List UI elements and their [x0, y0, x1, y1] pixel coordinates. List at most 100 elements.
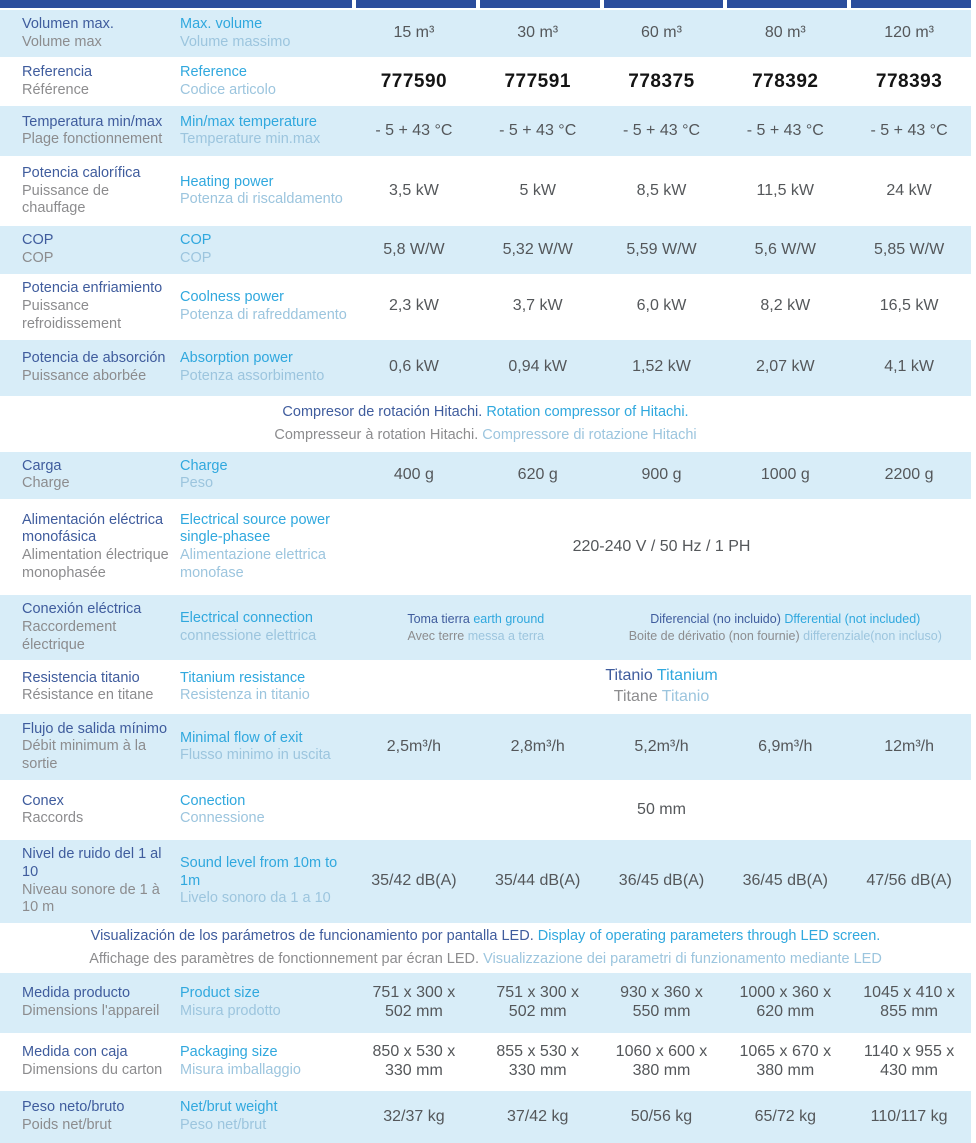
label-english: Heating power: [180, 173, 274, 190]
value-cell: 2,5m³/h: [386, 737, 442, 755]
value-cell: 1065 x 670 x 380 mm: [739, 1043, 832, 1079]
label-en-it: Max. volume Volume massimo: [175, 10, 352, 57]
label-en-it: Electrical source power single-phasee Al…: [175, 499, 352, 595]
label-italian: Codice articolo: [180, 81, 276, 98]
label-es-fr: Volumen max. Volume max: [0, 10, 175, 57]
value-cell: 751 x 300 x 502 mm: [372, 984, 456, 1020]
row-cop: COP COP COP COP 5,8 W/W 5,32 W/W 5,59 W/…: [0, 226, 971, 274]
label-english: Sound level from 10m to 1m: [180, 855, 338, 889]
label-en-it: Absorption power Potenza assorbimento: [175, 340, 352, 396]
value-cell: 5 kW: [519, 181, 556, 199]
note-spanish: Compresor de rotación Hitachi.: [282, 404, 483, 421]
note-line-2: Affichage des paramètres de fonctionneme…: [89, 948, 882, 970]
label-english: Conection: [180, 792, 246, 809]
reference-number: 778392: [752, 70, 819, 92]
note-italian: messa a terra: [467, 628, 545, 643]
value-cell: 35/42 dB(A): [371, 872, 457, 890]
note-french: Avec terre: [407, 628, 465, 643]
label-italian: Peso net/brut: [180, 1116, 267, 1133]
label-french: Raccordement électrique: [22, 618, 117, 653]
note-french: Affichage des paramètres de fonctionneme…: [89, 950, 480, 967]
value-cell: 32/37 kg: [383, 1107, 445, 1125]
note-french: Compresseur à rotation Hitachi.: [274, 426, 479, 443]
label-spanish: Conex: [22, 792, 64, 809]
value-cell: 751 x 300 x 502 mm: [496, 984, 580, 1020]
header-bar-labels: [0, 0, 352, 8]
label-italian: Flusso minimo in uscita: [180, 747, 331, 764]
label-spanish: Carga: [22, 457, 62, 474]
value-cell: 47/56 dB(A): [866, 872, 952, 890]
label-spanish: Volumen max.: [22, 16, 114, 32]
note-line-1: Toma tierra earth ground: [407, 611, 544, 627]
note-spanish: Toma tierra: [407, 612, 470, 627]
row-power-supply: Alimentación eléctrica monofásica Alimen…: [0, 499, 971, 595]
note-italian: differenziale(non incluso): [803, 628, 942, 643]
label-es-fr: Flujo de salida mínimo Débit minimum à l…: [0, 714, 175, 780]
row-electrical-connection: Conexión eléctrica Raccordement électriq…: [0, 595, 971, 661]
value-cell: 5,2m³/h: [634, 737, 689, 755]
label-italian: Alimentazione elettrica monofase: [180, 547, 326, 581]
label-es-fr: Conexión eléctrica Raccordement électriq…: [0, 595, 175, 660]
value-cell: 2,8m³/h: [510, 737, 565, 755]
note-spanish: Visualización de los parámetros de funci…: [90, 928, 534, 945]
row-connection-size: Conex Raccords Conection Connessione 50 …: [0, 780, 971, 840]
value-cell: 930 x 360 x 550 mm: [620, 984, 703, 1020]
header-bar-col-4: [727, 0, 848, 8]
label-en-it: Product size Misura prodotto: [175, 973, 352, 1033]
note-line-1: Visualización de los parámetros de funci…: [91, 925, 881, 947]
label-english: Packaging size: [180, 1044, 278, 1061]
label-en-it: Net/brut weight Peso net/brut: [175, 1091, 352, 1143]
note-italian: Titanio: [661, 688, 710, 706]
label-en-it: Charge Peso: [175, 452, 352, 499]
label-french: COP: [22, 250, 54, 267]
label-italian: connessione elettrica: [180, 627, 317, 644]
label-italian: Resistenza in titanio: [180, 687, 310, 704]
label-english: Electrical source power single-phasee: [180, 511, 330, 546]
value-cell: 8,2 kW: [760, 297, 811, 315]
header-bars: [0, 0, 971, 8]
label-en-it: Heating power Potenza di riscaldamento: [175, 156, 352, 226]
value-cell: 5,6 W/W: [754, 240, 816, 258]
label-english: Reference: [180, 64, 247, 81]
label-italian: Peso: [180, 475, 214, 492]
value-cell: 2,3 kW: [389, 297, 439, 315]
note-line-2: Boite de dérivatio (non fournie) differe…: [629, 628, 942, 644]
note-line-1: Diferencial (no incluido) Dfferential (n…: [650, 611, 920, 627]
label-italian: Misura imballaggio: [180, 1061, 301, 1078]
label-italian: Temperature min.max: [180, 131, 321, 148]
label-french: Dimensions l'appareil: [22, 1002, 160, 1019]
label-french: Charge: [22, 475, 70, 492]
value-cell: 16,5 kW: [879, 297, 939, 315]
note-english: Rotation compressor of Hitachi.: [486, 404, 689, 421]
value-cell: 2200 g: [884, 466, 934, 483]
row-reference: Referencia Référence Reference Codice ar…: [0, 57, 971, 106]
label-italian: Misura prodotto: [180, 1002, 281, 1019]
reference-number: 778393: [875, 70, 943, 92]
label-spanish: Referencia: [22, 64, 93, 81]
label-french: Puissance aborbée: [22, 367, 147, 384]
earth-ground-cell: Toma tierra earth ground Avec terre mess…: [352, 595, 600, 660]
row-temperature: Temperatura min/max Plage fonctionnement…: [0, 106, 971, 157]
label-spanish: Potencia calorífica: [22, 164, 141, 181]
label-english: Max. volume: [180, 16, 263, 32]
label-french: Niveau sonore de 1 à 10 m: [22, 881, 160, 916]
note-french: Titane: [613, 688, 658, 706]
value-cell: 1000 g: [760, 466, 810, 483]
label-en-it: Packaging size Misura imballaggio: [175, 1033, 352, 1091]
label-french: Volume max: [22, 33, 102, 50]
label-spanish: Potencia enfriamiento: [22, 280, 163, 297]
merged-value-cell: 220-240 V / 50 Hz / 1 PH: [572, 537, 751, 555]
merged-value-cell: 50 mm: [637, 800, 686, 818]
label-es-fr: Potencia enfriamiento Puissance refroidi…: [0, 274, 175, 340]
value-cell: 65/72 kg: [754, 1107, 816, 1125]
value-cell: 5,59 W/W: [626, 240, 697, 258]
note-line-2: Compresseur à rotation Hitachi. Compress…: [274, 424, 696, 446]
value-cell: - 5 + 43 °C: [375, 121, 453, 139]
label-spanish: Nivel de ruido del 1 al 10: [22, 846, 162, 880]
differential-cell: Diferencial (no incluido) Dfferential (n…: [600, 595, 971, 660]
value-cell: 855 x 530 x 330 mm: [496, 1043, 580, 1079]
label-french: Résistance en titane: [22, 687, 154, 704]
note-line-2: Titane Titanio: [614, 687, 709, 708]
row-heating-power: Potencia calorífica Puissance de chauffa…: [0, 156, 971, 226]
